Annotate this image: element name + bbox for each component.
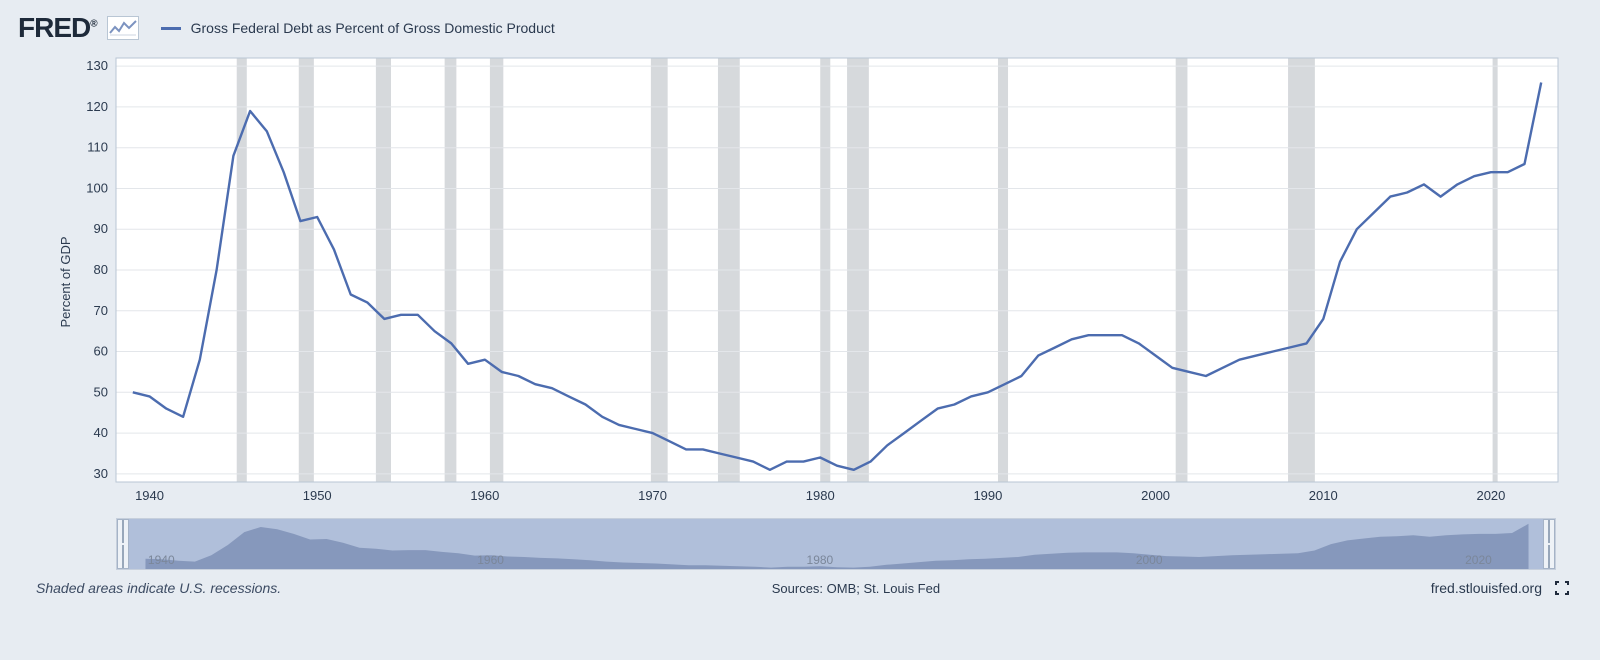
svg-text:80: 80 <box>94 262 108 277</box>
navigator-tick: 1940 <box>148 553 175 567</box>
svg-text:2010: 2010 <box>1309 488 1338 503</box>
site-label: fred.stlouisfed.org <box>1431 580 1570 596</box>
range-navigator[interactable]: 1940 1960 1980 2000 2020 <box>116 518 1556 570</box>
fred-logo: FRED® <box>18 12 97 44</box>
chart-footer: Shaded areas indicate U.S. recessions. S… <box>12 574 1588 596</box>
navigator-tick: 1980 <box>807 553 834 567</box>
recession-note: Shaded areas indicate U.S. recessions. <box>36 580 281 596</box>
svg-text:1960: 1960 <box>470 488 499 503</box>
y-axis-label: Percent of GDP <box>58 236 73 327</box>
sources-label: Sources: OMB; St. Louis Fed <box>281 581 1431 596</box>
svg-text:1950: 1950 <box>303 488 332 503</box>
navigator-handle-left[interactable] <box>117 519 129 569</box>
svg-text:100: 100 <box>86 180 108 195</box>
svg-text:110: 110 <box>87 140 108 155</box>
svg-text:40: 40 <box>94 425 108 440</box>
svg-text:1980: 1980 <box>806 488 835 503</box>
main-chart[interactable]: Percent of GDP 30 40 50 60 70 80 90 100 110 120 13… <box>12 52 1588 512</box>
navigator-tick: 1960 <box>477 553 504 567</box>
svg-text:70: 70 <box>94 303 108 318</box>
svg-text:50: 50 <box>94 384 108 399</box>
svg-text:90: 90 <box>94 221 108 236</box>
svg-text:60: 60 <box>94 344 108 359</box>
svg-text:1990: 1990 <box>973 488 1002 503</box>
chart-svg: 30 40 50 60 70 80 90 100 110 120 130 1940 1950 1960 19… <box>12 52 1588 512</box>
svg-text:1970: 1970 <box>638 488 667 503</box>
svg-text:120: 120 <box>86 99 108 114</box>
chart-header: FRED® Gross Federal Debt as Percent of G… <box>12 8 1588 52</box>
navigator-handle-right[interactable] <box>1543 519 1555 569</box>
legend-swatch <box>161 27 181 30</box>
svg-text:130: 130 <box>86 58 108 73</box>
svg-text:30: 30 <box>94 466 108 481</box>
svg-text:1940: 1940 <box>135 488 164 503</box>
navigator-tick: 2000 <box>1136 553 1163 567</box>
svg-text:2000: 2000 <box>1141 488 1170 503</box>
fred-logo-chart-icon <box>107 16 139 40</box>
fullscreen-icon[interactable] <box>1554 580 1570 596</box>
legend-label: Gross Federal Debt as Percent of Gross D… <box>191 20 555 36</box>
svg-text:2020: 2020 <box>1476 488 1505 503</box>
navigator-tick: 2020 <box>1465 553 1492 567</box>
